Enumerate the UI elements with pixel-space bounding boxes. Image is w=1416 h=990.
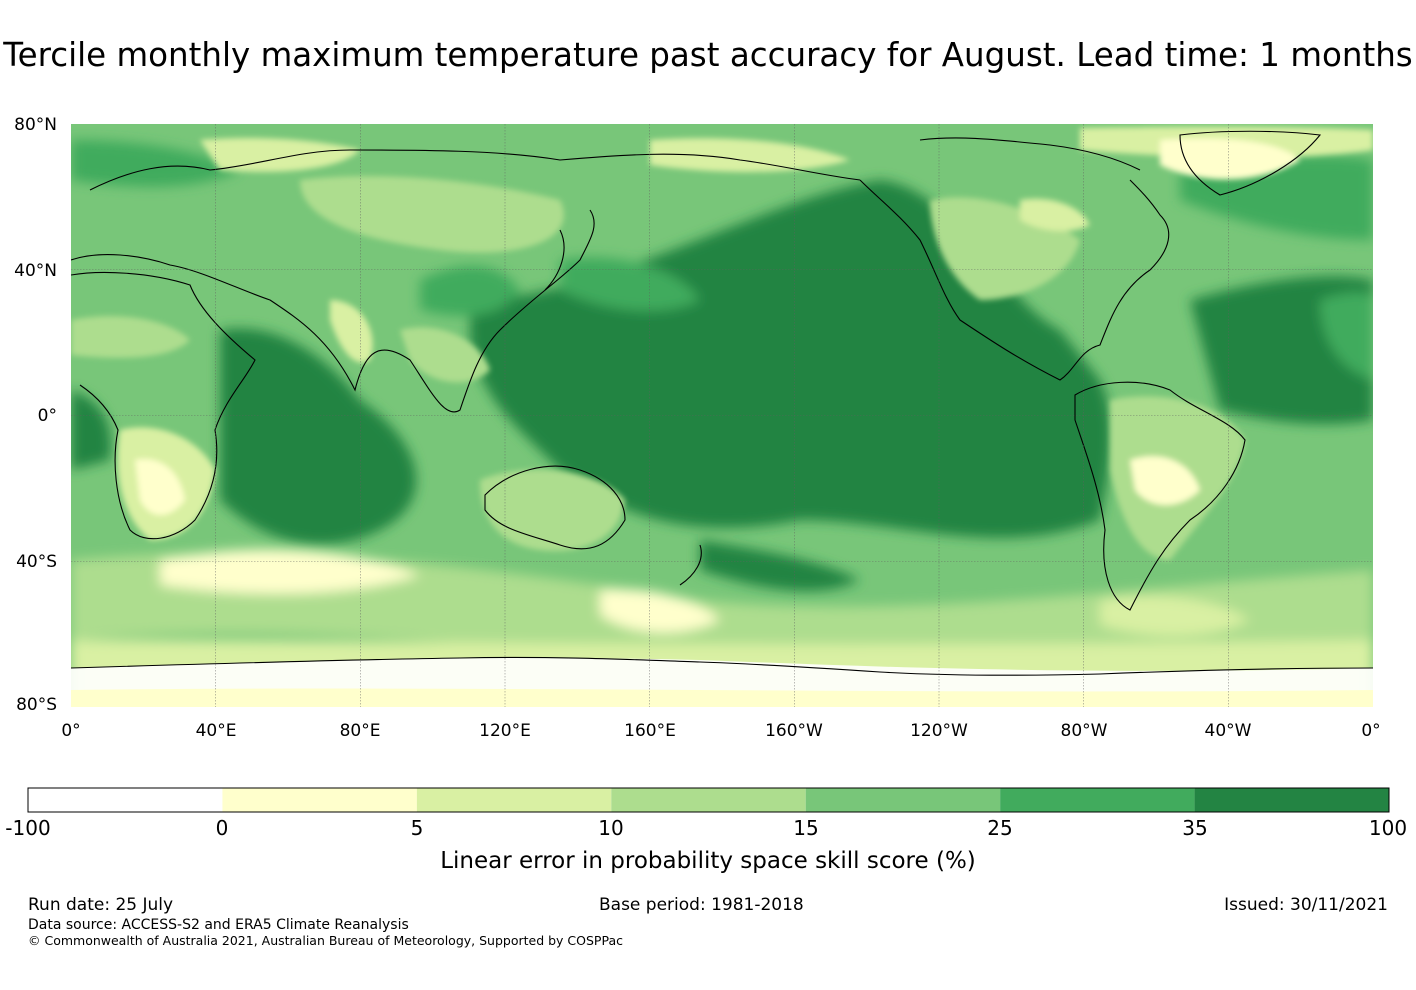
map-field xyxy=(71,124,1373,707)
colorbar-cell xyxy=(1194,788,1389,812)
colorbar-tick-label: 35 xyxy=(1182,816,1207,840)
colorbar-tick-labels: -100 0 5 10 15 25 35 100 xyxy=(5,816,1407,840)
lon-tick-label: 0° xyxy=(61,721,80,741)
base-period: Base period: 1981-2018 xyxy=(599,895,804,915)
lat-tick-label: 80°N xyxy=(14,115,57,135)
lon-tick-label: 40°E xyxy=(196,721,237,741)
map-title: Tercile monthly maximum temperature past… xyxy=(3,36,1413,74)
colorbar-tick-label: 0 xyxy=(216,816,229,840)
run-date: Run date: 25 July xyxy=(28,895,174,915)
colorbar-cell xyxy=(1000,788,1195,812)
colorbar-label: Linear error in probability space skill … xyxy=(440,848,976,874)
lat-tick-label: 80°S xyxy=(16,695,57,715)
colorbar-tick-label: 5 xyxy=(411,816,424,840)
colorbar-tick-label: -100 xyxy=(5,816,50,840)
lon-tick-label: 120°W xyxy=(910,721,968,741)
colorbar-cell xyxy=(416,788,612,812)
copyright-notice: © Commonwealth of Australia 2021, Austra… xyxy=(28,933,623,948)
graticule xyxy=(71,124,1373,707)
colorbar-tick-label: 100 xyxy=(1369,816,1407,840)
colorbar-tick-label: 25 xyxy=(987,816,1012,840)
coastlines xyxy=(71,130,1373,676)
colorbar-cell xyxy=(222,788,417,812)
lon-labels: 0° 40°E 80°E 120°E 160°E 160°W 120°W 80°… xyxy=(61,721,1380,741)
lon-tick-label: 0° xyxy=(1361,721,1380,741)
lat-labels: 80°N 40°N 0° 40°S 80°S xyxy=(14,115,57,715)
lat-tick-label: 0° xyxy=(38,406,57,426)
lon-tick-label: 160°E xyxy=(624,721,676,741)
lat-tick-label: 40°S xyxy=(16,552,57,572)
colorbar-tick-label: 10 xyxy=(598,816,623,840)
colorbar-cell xyxy=(28,788,223,812)
lat-tick-label: 40°N xyxy=(14,261,57,281)
colorbar-cell xyxy=(805,788,1001,812)
lon-tick-label: 40°W xyxy=(1205,721,1252,741)
colorbar-tick-label: 15 xyxy=(793,816,818,840)
issued-date: Issued: 30/11/2021 xyxy=(1224,895,1388,915)
lon-tick-label: 80°W xyxy=(1061,721,1108,741)
colorbar-cell xyxy=(611,788,806,812)
lon-tick-label: 160°W xyxy=(765,721,823,741)
lon-tick-label: 120°E xyxy=(479,721,531,741)
lon-tick-label: 80°E xyxy=(340,721,381,741)
colorbar xyxy=(27,787,1390,813)
data-source: Data source: ACCESS-S2 and ERA5 Climate … xyxy=(28,917,409,933)
